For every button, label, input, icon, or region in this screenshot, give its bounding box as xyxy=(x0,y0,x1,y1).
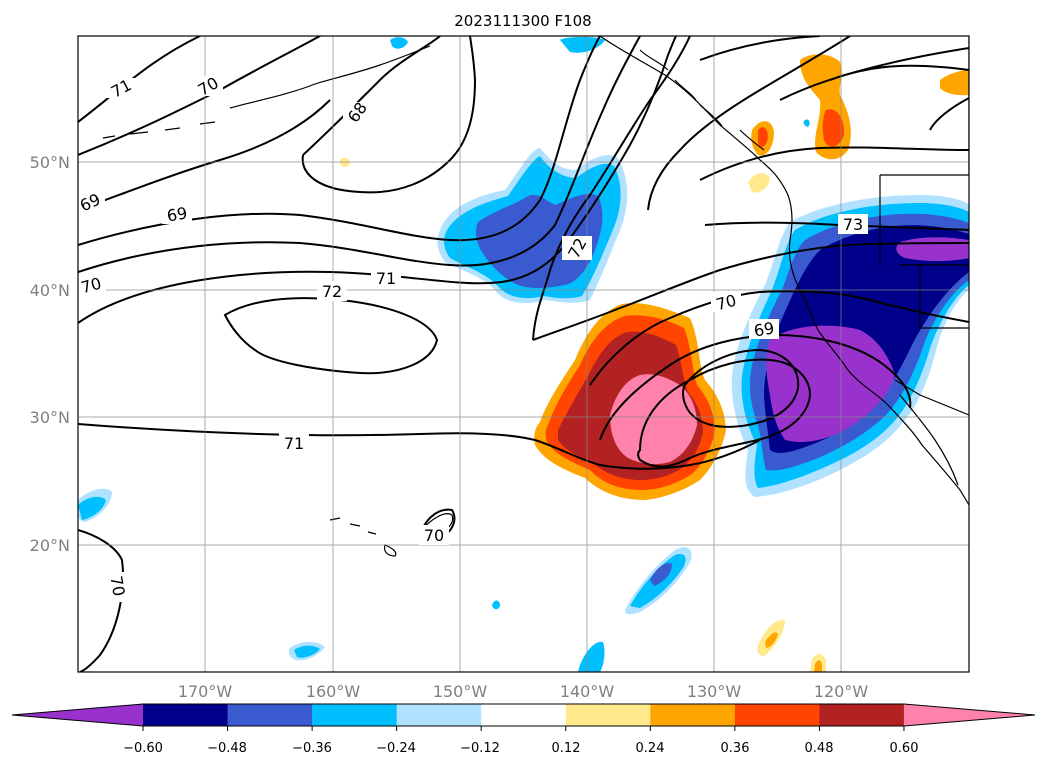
coastlines xyxy=(102,36,969,557)
lon-label: 170°W xyxy=(178,682,233,701)
colorbar-extend-max xyxy=(903,704,1035,726)
colorbar-segment xyxy=(819,704,905,726)
colorbar-tick-label: −0.12 xyxy=(460,741,500,756)
positive-anomaly-north xyxy=(340,54,969,193)
contour-label: 73 xyxy=(843,215,863,234)
positive-anomaly-pacific xyxy=(534,303,726,500)
lat-label: 40°N xyxy=(30,281,70,300)
colorbar-tick-label: 0.36 xyxy=(721,741,750,756)
colorbar-extend-min xyxy=(12,704,143,726)
colorbar-segment xyxy=(396,704,482,726)
height-contours xyxy=(78,36,969,672)
lat-label: 30°N xyxy=(30,408,70,427)
colorbar-segment xyxy=(650,704,736,726)
contour-label: 70 xyxy=(106,574,128,597)
contour-label: 71 xyxy=(284,434,304,453)
colorbar-tick-label: 0.60 xyxy=(890,741,919,756)
colorbar-tick-label: 0.24 xyxy=(636,741,665,756)
lon-label: 150°W xyxy=(433,682,488,701)
lat-label: 20°N xyxy=(30,536,70,555)
map-frame xyxy=(77,35,970,673)
colorbar-labels: −0.60 −0.48 −0.36 −0.24 −0.12 0.12 0.24 … xyxy=(123,741,918,756)
contour-label: 70 xyxy=(79,274,104,298)
map-area: 71 70 68 69 69 70 72 71 72 73 70 69 71 xyxy=(78,36,969,672)
colorbar-tick-label: −0.24 xyxy=(376,741,416,756)
lon-label: 120°W xyxy=(814,682,869,701)
latitude-labels: 50°N 40°N 30°N 20°N xyxy=(30,153,70,555)
colorbar-segment xyxy=(143,704,229,726)
longitude-labels: 170°W 160°W 150°W 140°W 130°W 120°W xyxy=(178,682,869,701)
contour-label: 70 xyxy=(424,526,444,545)
colorbar-tick-label: 0.12 xyxy=(552,741,581,756)
lat-label: 50°N xyxy=(30,153,70,172)
lon-label: 160°W xyxy=(306,682,361,701)
contour-labels: 71 70 68 69 69 70 72 71 72 73 70 69 71 xyxy=(78,73,868,602)
colorbar-segment xyxy=(565,704,651,726)
colorbar-segment xyxy=(312,704,398,726)
colorbar-tick-label: −0.48 xyxy=(207,741,247,756)
contour-label: 70 xyxy=(714,291,739,315)
colorbar-tick-label: −0.60 xyxy=(123,741,163,756)
colorbar-tick-label: −0.36 xyxy=(292,741,332,756)
contour-label: 69 xyxy=(752,318,775,340)
colorbar-segment xyxy=(481,704,567,726)
lon-label: 140°W xyxy=(560,682,615,701)
colorbar xyxy=(11,703,1036,731)
map-title: 2023111300 F108 xyxy=(454,12,591,30)
lon-label: 130°W xyxy=(687,682,742,701)
colorbar-segment xyxy=(734,704,820,726)
contour-label: 69 xyxy=(165,203,188,225)
colorbar-segment xyxy=(227,704,313,726)
gridlines xyxy=(78,36,969,672)
contour-label: 71 xyxy=(376,269,396,288)
colorbar-tick-label: 0.48 xyxy=(805,741,834,756)
contour-label: 72 xyxy=(322,282,342,301)
